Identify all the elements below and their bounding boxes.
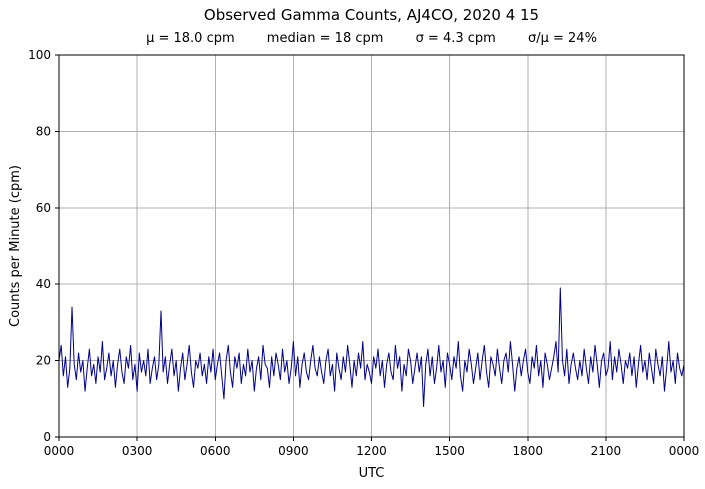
svg-text:20: 20	[36, 354, 51, 368]
x-axis-label: UTC	[358, 466, 385, 481]
y-axis-label: Counts per Minute (cpm)	[8, 165, 23, 327]
stat-mu: μ = 18.0 cpm	[146, 31, 235, 46]
axis-tick-marks	[55, 54, 685, 441]
x-axis-tick-labels: 0000 0300 0600 0900 1200 1500 1800 2100 0000	[44, 444, 700, 458]
svg-text:100: 100	[28, 48, 51, 62]
svg-text:0300: 0300	[122, 444, 153, 458]
stat-ratio: σ/μ = 24%	[527, 31, 597, 46]
svg-text:1800: 1800	[512, 444, 543, 458]
svg-text:2100: 2100	[591, 444, 622, 458]
svg-text:80: 80	[36, 124, 51, 138]
stat-sigma: σ = 4.3 cpm	[415, 31, 496, 46]
stat-median: median = 18 cpm	[266, 31, 384, 46]
chart-title: Observed Gamma Counts, AJ4CO, 2020 4 15	[203, 6, 540, 24]
y-axis-tick-labels: 0 20 40 60 80 100	[28, 48, 51, 444]
svg-text:0900: 0900	[278, 444, 309, 458]
svg-text:1200: 1200	[356, 444, 387, 458]
svg-text:0000: 0000	[44, 444, 75, 458]
svg-text:0600: 0600	[200, 444, 231, 458]
chart-subtitle: μ = 18.0 cpm median = 18 cpm σ = 4.3 cpm…	[59, 31, 684, 46]
data-series-line	[58, 287, 685, 407]
svg-text:1500: 1500	[434, 444, 465, 458]
svg-text:40: 40	[36, 277, 51, 291]
svg-text:0: 0	[43, 430, 51, 444]
svg-text:60: 60	[36, 201, 51, 215]
svg-text:0000: 0000	[669, 444, 700, 458]
